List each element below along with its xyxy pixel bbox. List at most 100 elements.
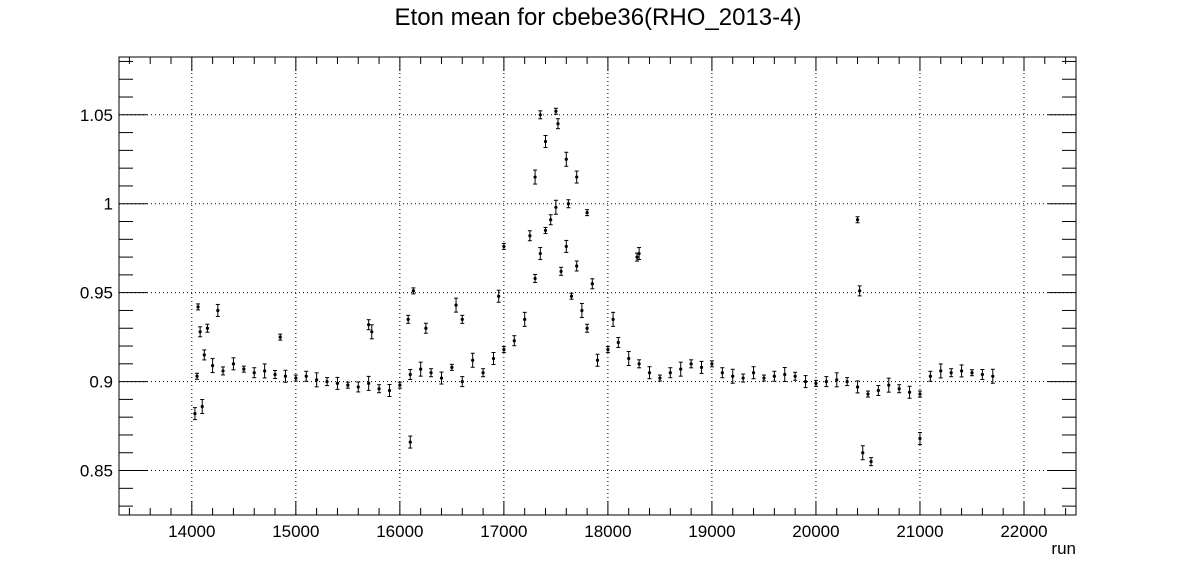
data-point (470, 352, 475, 368)
marker (315, 378, 319, 382)
marker (408, 372, 412, 377)
marker (231, 362, 236, 366)
x-tick-label: 17000 (480, 522, 527, 541)
marker (564, 244, 568, 249)
x-tick-label: 21000 (896, 522, 943, 541)
marker (616, 340, 620, 345)
data-point (793, 371, 798, 381)
marker (554, 109, 558, 113)
marker (454, 303, 458, 307)
x-tick-label: 22000 (1000, 522, 1047, 541)
marker (861, 451, 865, 455)
data-point (928, 370, 933, 382)
y-tick-label: 1 (104, 195, 113, 214)
marker (346, 383, 350, 387)
marker (606, 347, 610, 352)
data-point (454, 297, 459, 313)
marker (263, 369, 267, 373)
marker (710, 362, 714, 366)
data-point (564, 239, 569, 253)
data-point (585, 209, 590, 217)
data-point (501, 346, 506, 354)
grid-layer (119, 57, 1076, 515)
data-point (439, 371, 444, 385)
marker (928, 374, 932, 378)
marker (538, 113, 542, 117)
data-point (917, 390, 922, 398)
data-point (210, 358, 215, 374)
data-point (314, 372, 319, 388)
data-point (751, 366, 756, 380)
marker (398, 383, 402, 387)
data-point (605, 346, 610, 354)
data-point (200, 399, 205, 415)
marker (543, 228, 548, 233)
marker (252, 371, 256, 375)
marker (556, 122, 560, 126)
point-layer (192, 107, 995, 467)
data-point (668, 367, 673, 379)
data-point (886, 377, 891, 393)
marker (679, 367, 683, 371)
data-point (548, 214, 553, 226)
marker (590, 282, 594, 286)
y-tick-label: 0.9 (89, 373, 113, 392)
marker (939, 369, 943, 373)
marker (502, 347, 506, 352)
marker (211, 363, 215, 368)
data-point (907, 385, 912, 399)
data-point (917, 432, 922, 446)
data-point (460, 376, 465, 388)
data-point (949, 368, 954, 378)
marker (751, 371, 756, 375)
marker (200, 404, 204, 409)
data-point (195, 372, 200, 380)
marker (205, 326, 210, 330)
marker (196, 305, 200, 309)
marker (216, 308, 220, 313)
data-point (543, 226, 548, 234)
marker (585, 326, 589, 330)
data-point (980, 368, 985, 380)
marker (429, 371, 433, 375)
marker (720, 371, 724, 375)
marker (611, 317, 615, 321)
x-tick-label: 19000 (688, 522, 735, 541)
data-point (369, 324, 374, 340)
marker (411, 289, 415, 293)
marker (627, 356, 631, 361)
data-point (813, 379, 818, 387)
data-point (869, 457, 874, 467)
data-point (527, 230, 532, 242)
data-point (406, 314, 411, 324)
x-tick-label: 20000 (792, 522, 839, 541)
marker (575, 175, 579, 179)
marker (533, 276, 537, 281)
marker (858, 289, 862, 293)
marker (460, 317, 464, 321)
data-point (689, 359, 694, 369)
marker (512, 339, 516, 343)
data-point (429, 368, 434, 378)
data-point (855, 216, 860, 224)
marker (294, 376, 298, 380)
data-point (595, 353, 600, 367)
data-point (678, 361, 683, 377)
y-tick-label: 0.85 (80, 462, 113, 481)
data-point (990, 368, 995, 384)
marker (918, 436, 922, 441)
marker (367, 323, 371, 327)
data-point (543, 134, 548, 148)
data-point (481, 368, 486, 378)
data-point (845, 377, 850, 387)
data-point (741, 373, 746, 383)
data-point (709, 360, 714, 368)
marker (543, 139, 548, 144)
marker (637, 251, 641, 256)
marker (559, 269, 563, 273)
data-point (897, 384, 902, 394)
data-point (366, 319, 371, 331)
marker (491, 356, 496, 361)
data-point (635, 252, 640, 262)
